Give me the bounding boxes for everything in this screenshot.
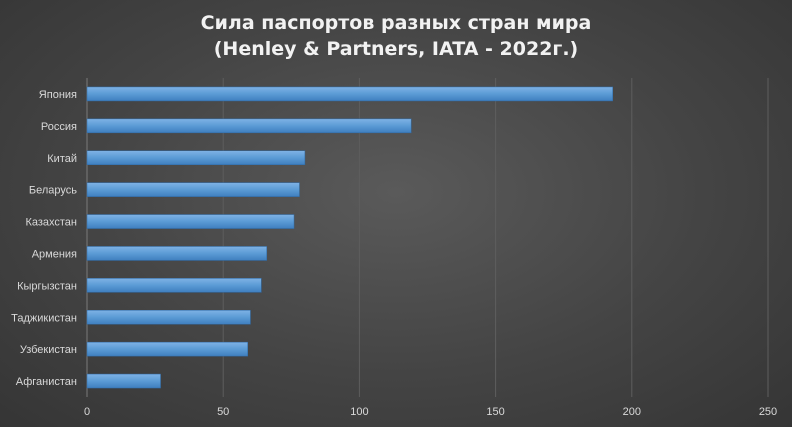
bar (86, 118, 412, 134)
x-tick-label: 50 (217, 406, 229, 418)
bar (86, 278, 262, 293)
category-label: Афганистан (16, 376, 77, 388)
x-tick-label: 100 (350, 406, 368, 418)
bars (86, 86, 613, 389)
chart-title: Сила паспортов разных стран мира (200, 12, 592, 34)
x-tick-label: 250 (759, 406, 777, 418)
x-tick-label: 200 (623, 406, 641, 418)
category-label: Армения (32, 248, 77, 260)
category-label: Таджикистан (11, 312, 77, 324)
chart-title-block: Сила паспортов разных стран мира (Henley… (0, 10, 792, 62)
bar (86, 182, 300, 197)
x-tick-label: 150 (486, 406, 504, 418)
category-label: Россия (41, 121, 77, 133)
x-tick-labels: 0 50 100 150 200 250 (84, 406, 777, 418)
bar (86, 310, 251, 325)
category-label: Казахстан (25, 217, 77, 229)
category-labels: Япония Россия Китай Беларусь Казахстан Армени… (11, 89, 77, 388)
category-label: Китай (47, 153, 77, 165)
bar (86, 150, 306, 165)
category-label: Беларусь (29, 185, 77, 197)
category-label: Узбекистан (20, 344, 77, 356)
category-label: Кыргызстан (17, 280, 77, 292)
bar (86, 246, 268, 261)
category-label: Япония (39, 89, 77, 101)
x-tick-label: 0 (84, 406, 90, 418)
bar (86, 214, 295, 229)
bar (86, 373, 161, 389)
bar (86, 341, 248, 357)
bar (86, 86, 613, 102)
chart-subtitle: (Henley & Partners, IATA - 2022г.) (213, 38, 579, 60)
